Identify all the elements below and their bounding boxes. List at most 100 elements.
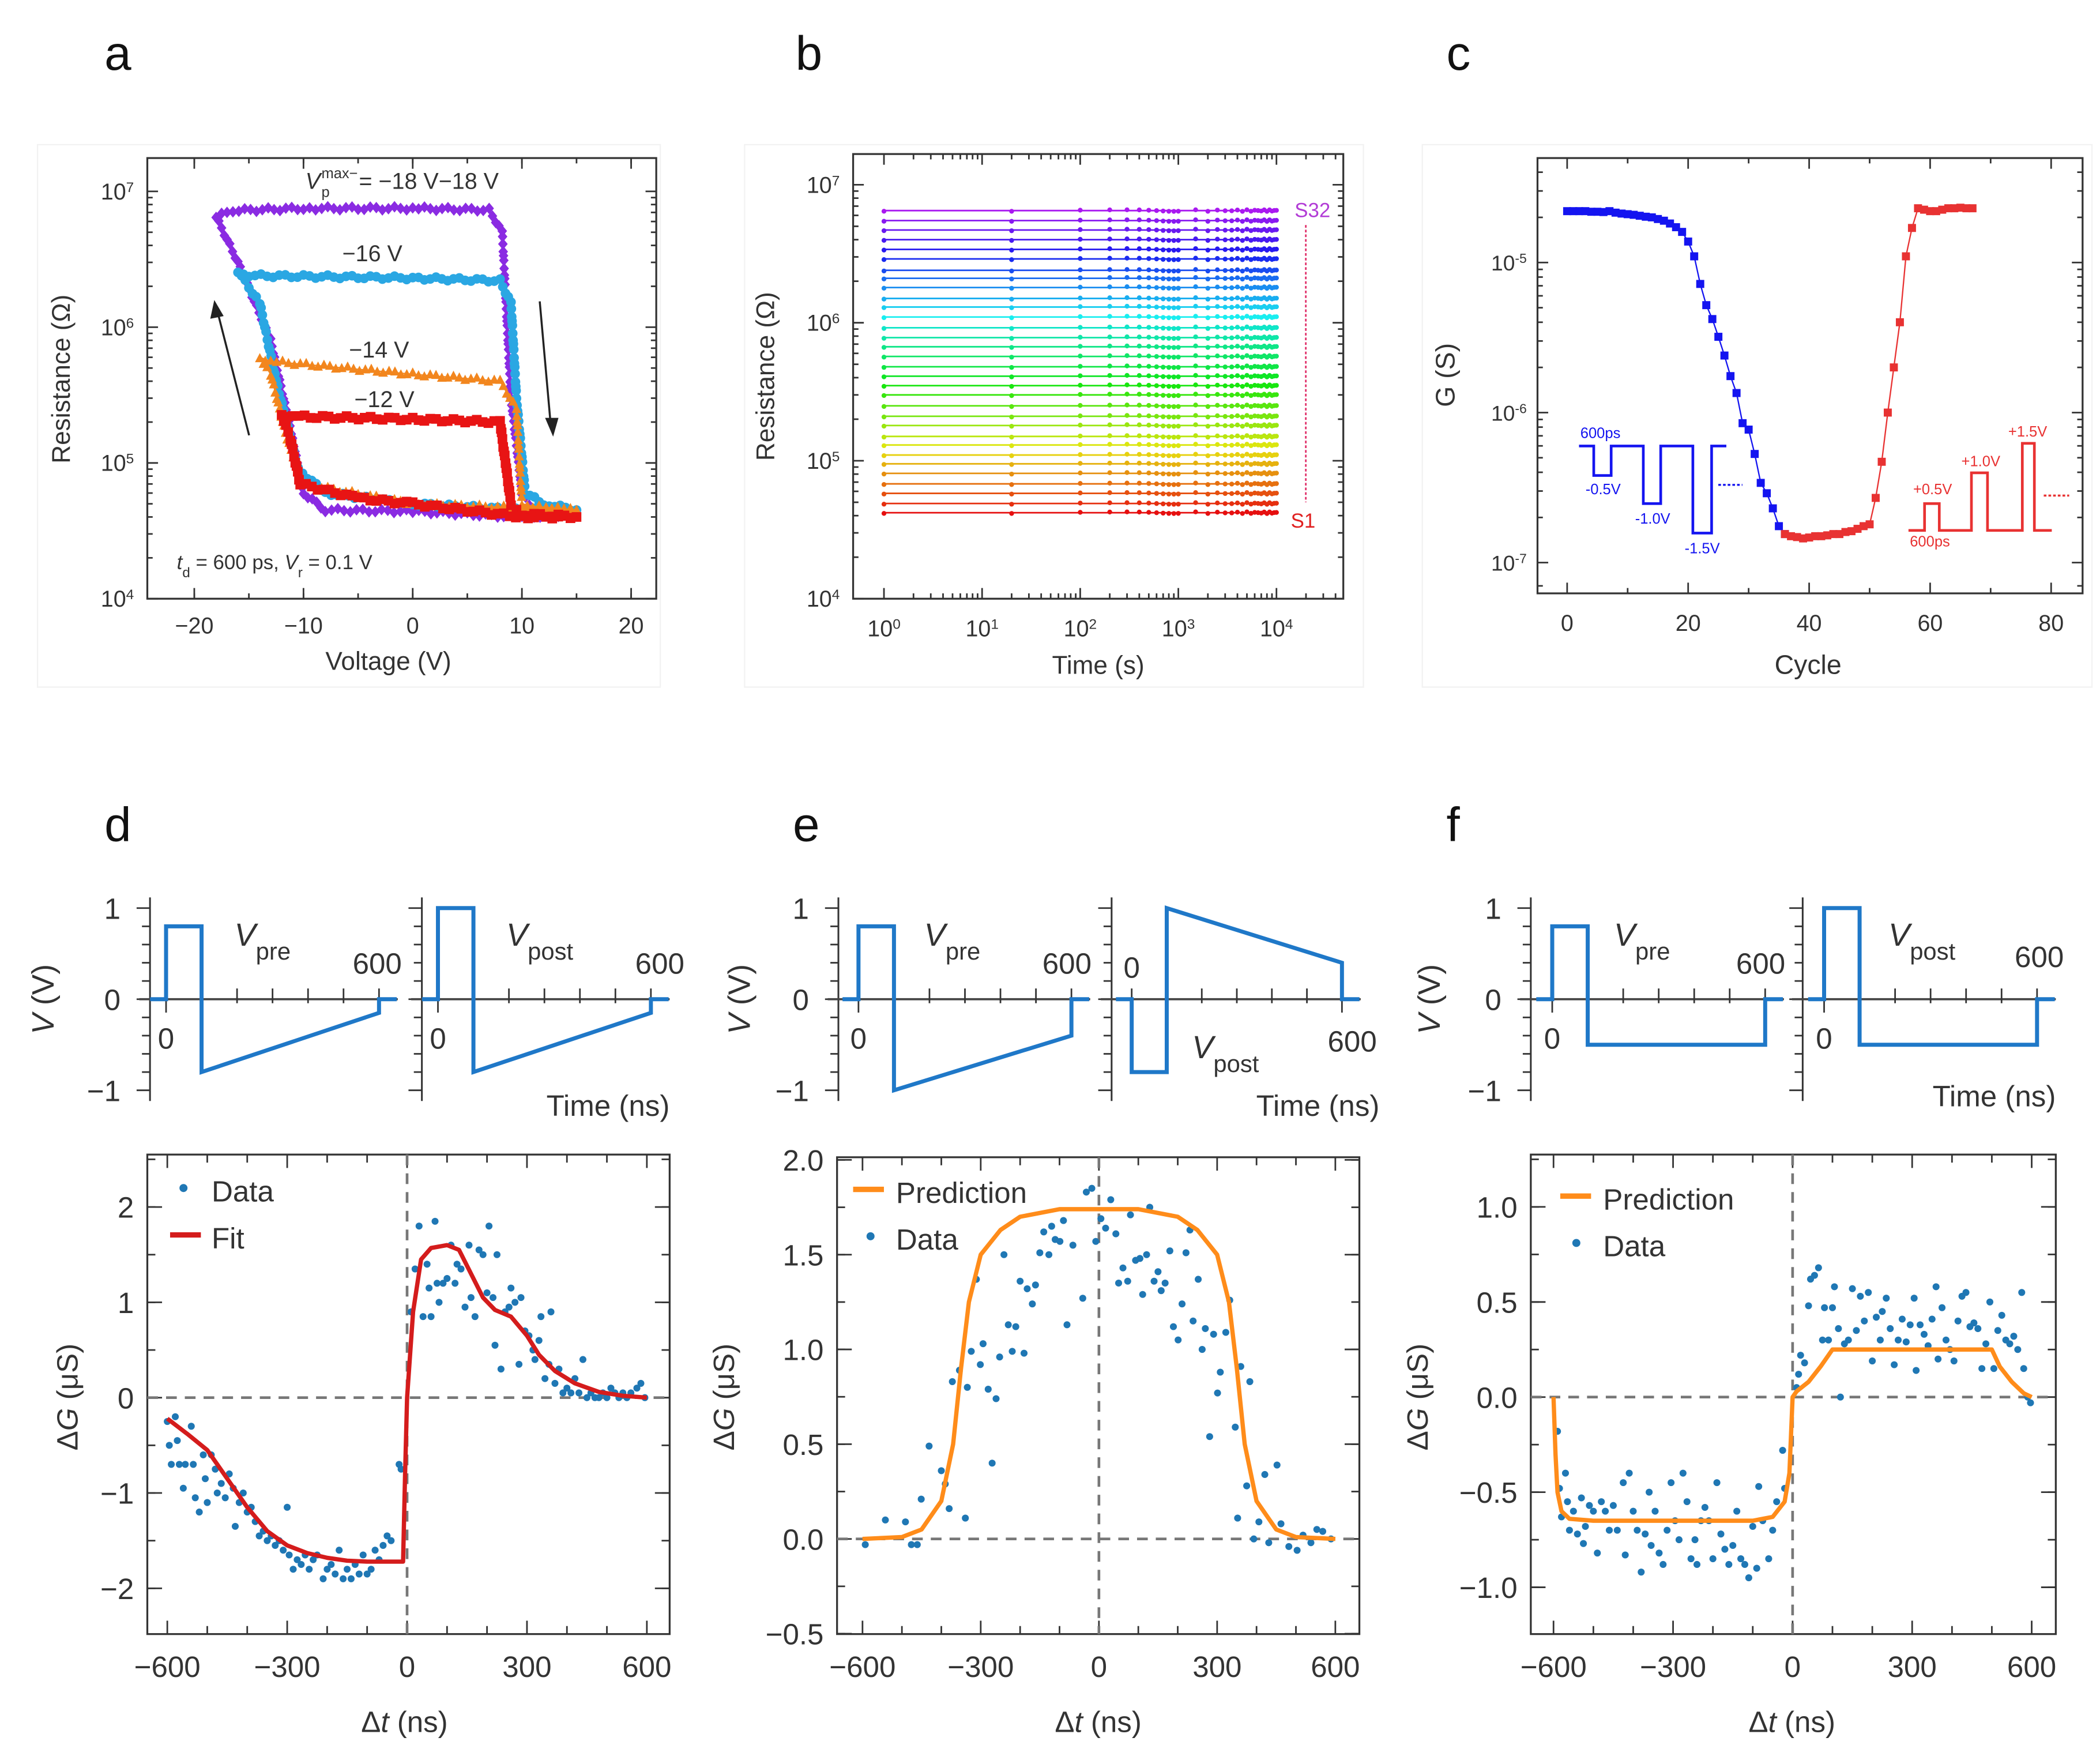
data-point [1274, 275, 1279, 281]
state-series-21 [881, 314, 1279, 321]
data-point [1154, 491, 1159, 496]
data-point [1805, 1302, 1812, 1310]
x-tick-label: 600 [2007, 1650, 2056, 1683]
data-point [535, 1337, 543, 1344]
data-point [637, 1379, 645, 1387]
data-point [1799, 534, 1808, 543]
data-point [977, 1361, 984, 1368]
data-point [1240, 415, 1245, 420]
state-series-12 [881, 403, 1279, 409]
data-point [1751, 450, 1759, 458]
x-delta: Δ [361, 1705, 381, 1738]
data-point [1702, 301, 1711, 310]
data-point [1753, 1564, 1760, 1572]
data-point [1244, 275, 1250, 280]
data-point [298, 1560, 305, 1569]
data-point [1176, 345, 1181, 350]
data-point [1691, 1536, 1699, 1544]
voltage-tick-label: 1 [1485, 892, 1501, 925]
data-point [1193, 314, 1198, 319]
data-point [1215, 490, 1220, 495]
data-point [1229, 471, 1235, 476]
y-tick-label: 0.0 [782, 1523, 823, 1556]
data-point [1229, 218, 1235, 224]
data-point [1638, 1569, 1645, 1576]
data-point [475, 1246, 483, 1254]
data-point [1720, 351, 1729, 360]
data-point [979, 1340, 987, 1348]
data-point [1244, 246, 1250, 251]
time-start-label: 0 [850, 1022, 867, 1055]
data-point [1222, 325, 1228, 330]
data-point [1060, 1217, 1067, 1224]
data-point [1193, 509, 1198, 514]
data-point [1205, 491, 1210, 497]
data-point [1857, 1292, 1864, 1300]
data-point [1171, 305, 1176, 310]
data-point [1171, 285, 1176, 291]
y-delta: Δ [707, 1431, 740, 1450]
post-waveform-label: Vpost [506, 917, 574, 965]
data-point [1205, 315, 1210, 321]
data-point [1193, 236, 1198, 242]
data-point [457, 1265, 465, 1273]
data-point [1215, 442, 1220, 447]
data-point [174, 1437, 181, 1445]
data-point [881, 257, 887, 262]
data-point [343, 1566, 351, 1573]
data-point [1815, 1264, 1822, 1272]
data-point [1107, 295, 1112, 300]
data-point [1193, 275, 1198, 280]
data-point [1146, 256, 1151, 261]
data-point [1248, 383, 1254, 389]
data-point [213, 1489, 221, 1497]
data-point [531, 1356, 539, 1363]
data-point [1938, 205, 1947, 214]
data-point [1222, 257, 1228, 262]
data-point [882, 1516, 889, 1524]
data-point [1274, 227, 1279, 232]
data-point [1229, 276, 1235, 281]
data-point [1240, 336, 1245, 341]
data-point [489, 1294, 497, 1302]
data-point [1801, 1359, 1808, 1367]
data-point [1171, 315, 1176, 321]
data-point [1136, 392, 1142, 397]
data-point [1171, 404, 1176, 409]
data-point [1229, 442, 1235, 448]
data-point [1205, 238, 1210, 243]
data-point [2027, 1399, 2034, 1406]
data-point [1853, 525, 1862, 533]
cond-t-sub: d [182, 565, 190, 581]
data-point [1582, 1522, 1589, 1530]
pre-subscript: pre [946, 937, 980, 964]
vmax-symbol: V [306, 169, 323, 194]
data-point [1222, 364, 1228, 370]
data-point [1146, 353, 1151, 359]
data-point [968, 1348, 975, 1355]
arrowhead-up-icon [210, 300, 224, 319]
data-point [1244, 480, 1250, 486]
data-point [1721, 1545, 1729, 1553]
data-point [1124, 227, 1130, 232]
data-point [1629, 1507, 1637, 1515]
legend-data-label: Data [212, 1175, 274, 1208]
data-point [607, 1385, 615, 1392]
data-point [1176, 285, 1181, 291]
x-unit: (ns) [1777, 1705, 1835, 1738]
data-point [1217, 1368, 1224, 1376]
data-point [443, 1275, 451, 1282]
data-point [1902, 1338, 1910, 1346]
data-point [1078, 364, 1083, 369]
data-point [1127, 1211, 1134, 1218]
data-point [1215, 344, 1220, 349]
data-point [1166, 296, 1172, 302]
legend-data-label: Data [896, 1223, 958, 1256]
data-point [917, 1495, 925, 1503]
data-point [1009, 276, 1014, 282]
data-point [1229, 257, 1235, 262]
data-point [1222, 268, 1228, 273]
data-point [1154, 1268, 1162, 1276]
data-point [1787, 532, 1796, 540]
